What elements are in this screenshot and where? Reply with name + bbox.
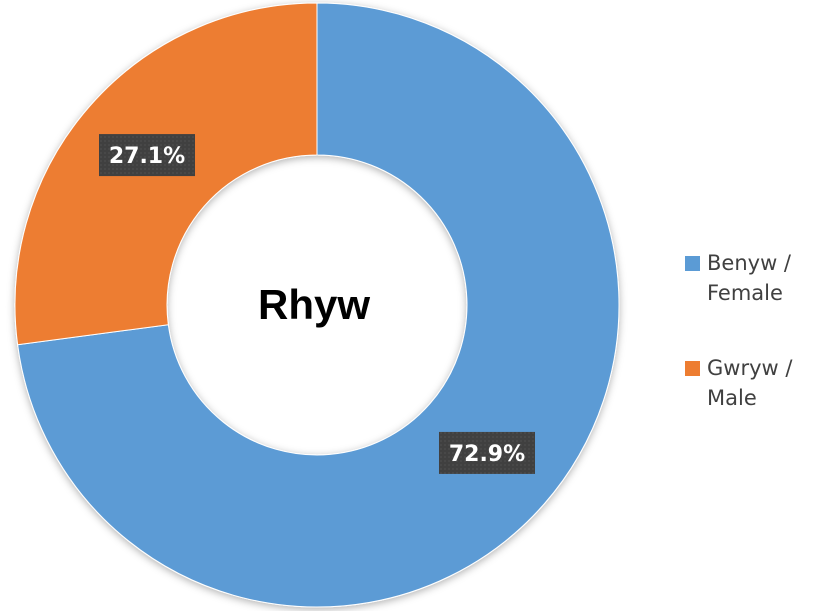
legend-item: Gwryw / Male <box>685 353 827 413</box>
legend-label: Gwryw / Male <box>707 356 793 410</box>
legend-swatch <box>685 256 700 271</box>
label-box <box>99 134 196 177</box>
legend-item: Benyw / Female <box>685 248 827 308</box>
label-box <box>438 431 535 474</box>
legend-label: Benyw / Female <box>707 251 791 305</box>
data-label: 27.1% <box>109 144 185 169</box>
legend-swatch <box>685 361 700 376</box>
data-label: 72.9% <box>449 442 525 467</box>
chart-title: Rhyw <box>258 281 370 328</box>
